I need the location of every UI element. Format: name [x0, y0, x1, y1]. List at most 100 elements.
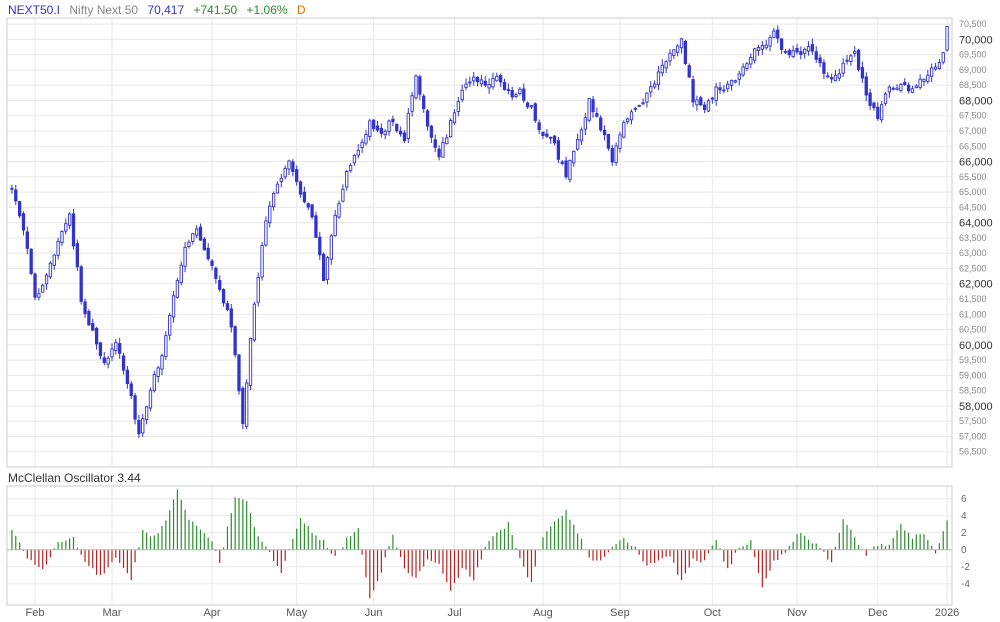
candle: [310, 203, 314, 220]
candle-series: [10, 25, 949, 439]
candle: [641, 98, 645, 106]
candle: [360, 138, 364, 154]
candle: [772, 28, 776, 39]
candle: [587, 97, 591, 123]
candle: [71, 209, 76, 250]
candle: [495, 72, 499, 82]
candle: [583, 112, 587, 136]
candle: [575, 133, 580, 151]
last-price: 70,417: [147, 3, 185, 17]
candle: [710, 96, 714, 104]
candle: [183, 242, 187, 273]
candle: [21, 211, 26, 236]
candle: [125, 366, 130, 389]
osc-tick-label: 6: [961, 494, 967, 505]
candle: [841, 58, 845, 78]
period-label[interactable]: D: [296, 3, 306, 17]
candle: [429, 124, 434, 143]
candle: [133, 393, 137, 425]
candle: [472, 72, 476, 86]
candle: [214, 266, 218, 284]
candle: [156, 365, 160, 383]
candle: [475, 76, 480, 87]
candle: [533, 102, 537, 123]
candle: [922, 78, 926, 87]
price-tick-label: 60,500: [959, 325, 987, 335]
candle: [364, 129, 368, 146]
price-tick-label: 57,500: [959, 416, 987, 426]
candle: [868, 88, 872, 110]
candle: [44, 273, 49, 290]
candle: [41, 283, 45, 293]
candle: [741, 63, 745, 77]
candle: [395, 123, 399, 133]
time-tick-label: Oct: [704, 607, 721, 619]
price-tick-label: 60,000: [959, 340, 993, 352]
candle: [629, 109, 634, 125]
price-tick-label: 63,500: [959, 233, 987, 243]
osc-tick-label: -4: [961, 579, 970, 590]
candle: [33, 272, 37, 301]
price-tick-label: 67,000: [959, 126, 987, 136]
candle: [329, 234, 333, 265]
candle: [179, 261, 183, 286]
chart-header: NEXT50.I Nifty Next 50 70,417 +741.50 +1…: [8, 3, 312, 17]
candle: [506, 83, 511, 95]
candle: [518, 86, 522, 96]
price-tick-label: 57,000: [959, 431, 987, 441]
time-tick-label: Mar: [103, 607, 122, 619]
time-tick-label: May: [286, 607, 307, 619]
candle: [391, 115, 395, 127]
candle: [221, 288, 226, 307]
candle: [114, 338, 118, 355]
price-tick-label: 56,500: [959, 447, 987, 457]
candle: [383, 128, 387, 140]
panel-frames: [6, 17, 953, 606]
time-tick-label: Sep: [610, 607, 630, 619]
candle: [787, 48, 791, 58]
candle: [826, 72, 830, 79]
price-tick-label: 64,000: [959, 218, 993, 230]
candle: [522, 83, 526, 103]
candle: [626, 117, 630, 125]
candle: [880, 101, 884, 123]
candle: [918, 74, 922, 90]
symbol-label[interactable]: NEXT50.I: [8, 3, 61, 17]
candle: [202, 237, 206, 251]
candle: [664, 59, 668, 74]
candle: [152, 370, 156, 393]
oscillator-bars: [7, 489, 952, 599]
candle: [895, 84, 899, 91]
price-tick-label: 62,000: [959, 279, 993, 291]
candle: [445, 134, 449, 145]
candle: [160, 353, 164, 376]
candle: [356, 144, 360, 159]
candle: [887, 84, 892, 98]
candle: [241, 386, 245, 430]
candle: [737, 70, 741, 86]
price-grid: [7, 18, 952, 467]
candle: [271, 191, 276, 211]
time-tick-label: Nov: [787, 607, 807, 619]
candle: [637, 104, 641, 107]
candle: [560, 159, 564, 166]
candle: [941, 51, 945, 65]
candle: [618, 131, 622, 153]
candle: [760, 41, 765, 55]
candle: [64, 218, 68, 235]
candle: [148, 387, 153, 412]
candle: [599, 115, 603, 132]
candle: [899, 82, 903, 93]
candle: [753, 48, 757, 64]
candle: [502, 78, 507, 91]
candle: [764, 39, 768, 50]
candle: [287, 159, 291, 176]
candle: [291, 159, 295, 177]
osc-tick-label: -2: [961, 562, 970, 573]
candle: [545, 129, 549, 139]
candle: [302, 186, 307, 204]
candle: [414, 74, 418, 100]
candle: [733, 79, 738, 84]
candle: [906, 82, 911, 94]
